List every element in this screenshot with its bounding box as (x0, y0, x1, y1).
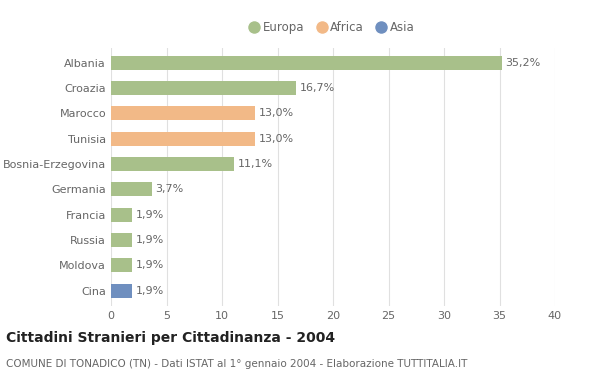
Legend: Europa, Africa, Asia: Europa, Africa, Asia (247, 17, 419, 39)
Text: COMUNE DI TONADICO (TN) - Dati ISTAT al 1° gennaio 2004 - Elaborazione TUTTITALI: COMUNE DI TONADICO (TN) - Dati ISTAT al … (6, 359, 467, 369)
Text: 13,0%: 13,0% (259, 134, 294, 144)
Text: 16,7%: 16,7% (300, 83, 335, 93)
Bar (111, 81, 296, 95)
Bar (111, 157, 234, 171)
Bar (111, 208, 132, 222)
Bar (111, 182, 152, 196)
Text: 1,9%: 1,9% (136, 260, 164, 270)
Text: 35,2%: 35,2% (505, 58, 541, 68)
Bar (111, 284, 132, 298)
Bar (111, 233, 132, 247)
Bar (111, 132, 256, 146)
Text: 1,9%: 1,9% (136, 286, 164, 296)
Bar (111, 106, 256, 120)
Text: 13,0%: 13,0% (259, 108, 294, 118)
Text: 11,1%: 11,1% (238, 159, 272, 169)
Text: 1,9%: 1,9% (136, 210, 164, 220)
Text: Cittadini Stranieri per Cittadinanza - 2004: Cittadini Stranieri per Cittadinanza - 2… (6, 331, 335, 345)
Bar (111, 258, 132, 272)
Text: 1,9%: 1,9% (136, 235, 164, 245)
Bar (111, 56, 502, 70)
Text: 3,7%: 3,7% (155, 184, 184, 194)
